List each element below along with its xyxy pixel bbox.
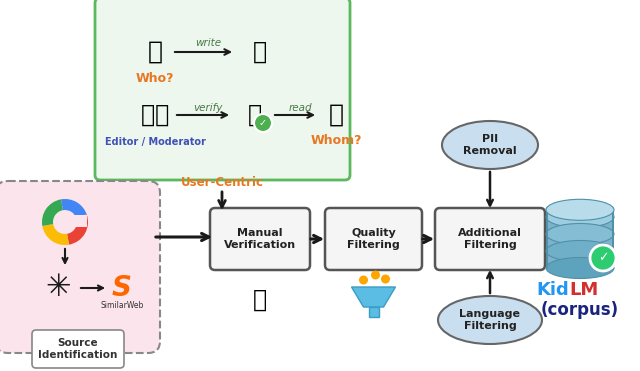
Text: User-Centric: User-Centric <box>180 177 264 190</box>
Bar <box>546 210 548 268</box>
Text: Editor / Moderator: Editor / Moderator <box>104 137 205 147</box>
Ellipse shape <box>546 240 614 262</box>
Wedge shape <box>61 199 86 218</box>
Wedge shape <box>42 224 69 245</box>
Bar <box>612 210 614 268</box>
Text: Who?: Who? <box>136 72 174 85</box>
FancyBboxPatch shape <box>32 330 124 368</box>
FancyBboxPatch shape <box>325 208 422 270</box>
Text: Source
Identification: Source Identification <box>38 338 118 360</box>
Ellipse shape <box>438 296 542 344</box>
FancyBboxPatch shape <box>435 208 545 270</box>
Text: ✓: ✓ <box>598 252 608 265</box>
Text: Kid: Kid <box>536 281 569 299</box>
Ellipse shape <box>442 121 538 169</box>
Text: read: read <box>288 103 312 113</box>
Text: (corpus): (corpus) <box>541 301 619 319</box>
Text: SimilarWeb: SimilarWeb <box>100 301 144 309</box>
Text: ✓: ✓ <box>259 118 267 128</box>
Text: 🧑: 🧑 <box>147 40 163 64</box>
Wedge shape <box>67 214 88 244</box>
Text: S: S <box>112 274 132 302</box>
Circle shape <box>359 276 368 285</box>
Text: 📄: 📄 <box>253 40 267 64</box>
Text: write: write <box>195 38 221 48</box>
Text: 👧: 👧 <box>328 103 344 127</box>
Text: 👨‍💼: 👨‍💼 <box>141 103 169 127</box>
Ellipse shape <box>546 223 614 244</box>
Text: Additional
Filtering: Additional Filtering <box>458 228 522 250</box>
Text: ✳: ✳ <box>45 273 71 302</box>
Text: verify: verify <box>193 103 223 113</box>
Text: 🔍: 🔍 <box>253 288 267 312</box>
FancyBboxPatch shape <box>0 181 160 353</box>
Text: PII
Removal: PII Removal <box>463 134 517 156</box>
Text: Whom?: Whom? <box>310 134 362 147</box>
Text: Manual
Verification: Manual Verification <box>224 228 296 250</box>
Polygon shape <box>351 287 396 307</box>
Text: Language
Filtering: Language Filtering <box>460 309 520 331</box>
Bar <box>64 215 87 227</box>
Circle shape <box>254 114 272 132</box>
Bar <box>546 207 614 268</box>
FancyBboxPatch shape <box>210 208 310 270</box>
FancyBboxPatch shape <box>95 0 350 180</box>
Text: 📄: 📄 <box>248 103 262 127</box>
Ellipse shape <box>546 207 614 227</box>
Circle shape <box>371 270 380 279</box>
Polygon shape <box>369 307 378 317</box>
Text: LM: LM <box>569 281 598 299</box>
Circle shape <box>590 245 616 271</box>
Ellipse shape <box>546 257 614 279</box>
Text: Quality
Filtering: Quality Filtering <box>347 228 400 250</box>
Ellipse shape <box>546 199 614 220</box>
Wedge shape <box>42 199 63 226</box>
Circle shape <box>381 275 390 283</box>
